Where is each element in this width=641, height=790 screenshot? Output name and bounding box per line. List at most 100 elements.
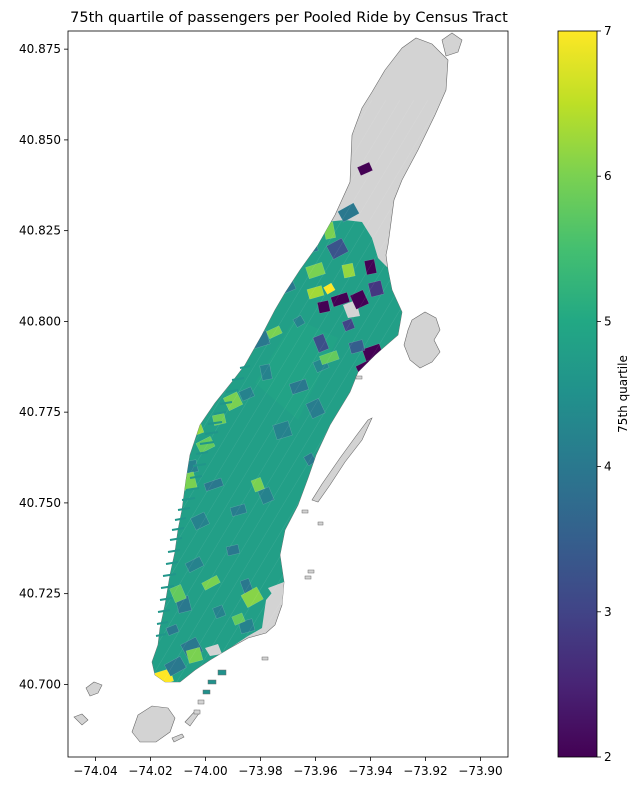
boundary-line <box>371 99 448 682</box>
pier <box>207 421 223 425</box>
colorbar-tick-label: 2 <box>604 750 612 764</box>
pier <box>171 527 185 531</box>
tract <box>184 556 205 573</box>
tract <box>306 285 325 300</box>
pier <box>189 475 203 479</box>
boundary-line <box>357 99 448 682</box>
x-tick-label: −73.96 <box>293 764 337 778</box>
boundary-line <box>470 100 641 790</box>
tract <box>165 623 180 636</box>
x-tick-label: −73.98 <box>238 764 282 778</box>
boundary-line <box>152 99 448 682</box>
colorbar-ticks: 2 3 4 5 6 7 <box>597 24 612 764</box>
tract <box>364 258 377 276</box>
tract <box>250 477 265 493</box>
y-tick-label: 40.850 <box>19 133 61 147</box>
pier <box>174 517 187 521</box>
pier <box>162 573 177 577</box>
tract <box>319 350 340 366</box>
tract <box>212 604 227 619</box>
plot-area <box>73 32 641 790</box>
y-tick-label: 40.875 <box>19 42 61 56</box>
boundary-line <box>399 99 448 682</box>
tract <box>225 544 241 557</box>
pier <box>239 365 251 369</box>
tract <box>341 318 356 332</box>
ellis-island <box>73 713 89 726</box>
small-land-fragment <box>193 709 201 715</box>
manhattan-tracts <box>151 37 641 790</box>
tract <box>288 378 310 395</box>
y-axis: 40.700 40.725 40.750 40.775 40.800 40.825 40.8… <box>19 42 68 691</box>
colorbar-tick-label: 6 <box>604 169 612 183</box>
tract <box>305 262 326 280</box>
tract <box>265 325 283 340</box>
boundary-line <box>427 99 448 682</box>
boundary-line <box>456 100 641 790</box>
pier <box>159 597 173 601</box>
tract <box>319 611 339 628</box>
pier <box>199 441 215 445</box>
small-land-fragment <box>202 689 211 695</box>
boundary-line <box>413 99 448 682</box>
tract <box>312 333 330 353</box>
tract <box>326 237 349 260</box>
tract <box>240 586 264 609</box>
x-tick-label: −74.04 <box>73 764 117 778</box>
y-tick-label: 40.750 <box>19 496 61 510</box>
x-tick-label: −73.90 <box>458 764 502 778</box>
tract <box>238 386 255 402</box>
small-land-fragment <box>217 669 227 676</box>
tract <box>185 647 204 664</box>
tract <box>272 420 293 441</box>
tract <box>356 161 374 176</box>
pier <box>155 633 167 637</box>
other-land <box>73 32 463 743</box>
small-land-fragment <box>197 699 205 705</box>
boundary-line <box>152 99 448 682</box>
tract <box>169 584 187 604</box>
y-tick-label: 40.825 <box>19 224 61 238</box>
small-land-fragment <box>304 575 312 580</box>
tract <box>352 636 367 653</box>
y-tick-label: 40.775 <box>19 405 61 419</box>
colorbar-tick-label: 5 <box>604 314 612 328</box>
pier <box>160 585 175 589</box>
tract <box>305 398 326 419</box>
pier <box>204 431 219 435</box>
x-tick-label: −73.94 <box>348 764 392 778</box>
boundary-line <box>152 99 443 682</box>
tract <box>231 612 246 626</box>
tract <box>363 620 378 632</box>
y-tick-label: 40.700 <box>19 677 61 691</box>
boundary-line <box>385 99 448 682</box>
colorbar-gradient <box>557 30 598 758</box>
tract <box>323 282 336 295</box>
marble-hill <box>441 32 463 57</box>
governors-island <box>131 705 176 743</box>
randalls-island <box>403 311 441 369</box>
tract <box>195 435 216 454</box>
x-tick-label: −74.02 <box>128 764 172 778</box>
pier <box>185 487 200 491</box>
roosevelt-island <box>311 417 373 503</box>
tract <box>190 511 210 531</box>
tract <box>257 486 275 505</box>
y-tick-label: 40.800 <box>19 314 61 328</box>
colorbar-label: 75th quartile <box>616 355 630 433</box>
plot-frame <box>67 30 509 758</box>
boundary-line <box>441 99 448 682</box>
boundary-line <box>152 99 415 682</box>
tract <box>259 363 273 381</box>
pier <box>165 561 179 565</box>
pier <box>157 609 171 613</box>
boundary-line <box>596 100 641 790</box>
tracts-layer <box>152 161 402 682</box>
map-title: 75th quartile of passengers per Pooled R… <box>70 10 508 26</box>
tract <box>164 655 187 677</box>
piers <box>155 365 363 715</box>
pier <box>213 411 227 415</box>
pier <box>195 451 209 455</box>
colorbar-tick-label: 3 <box>604 605 612 619</box>
boundary-line <box>152 99 448 682</box>
